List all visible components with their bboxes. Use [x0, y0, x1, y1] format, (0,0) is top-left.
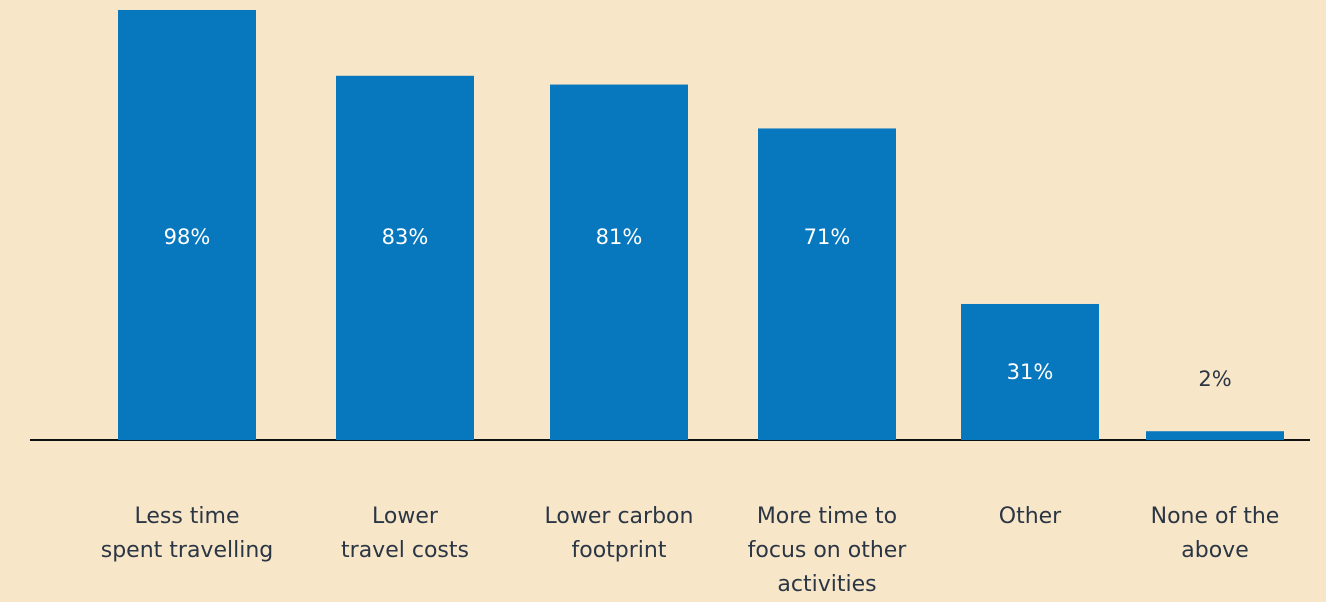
bar — [118, 9, 256, 440]
x-tick-label: Other — [998, 504, 1062, 529]
x-tick-label: Lower travel costs — [341, 504, 469, 563]
x-tick-label: Lower carbon footprint — [544, 504, 694, 563]
value-label: 2% — [1198, 367, 1232, 392]
bar — [336, 75, 474, 441]
x-tick-label: Less time spent travelling — [100, 504, 274, 563]
bar — [1146, 431, 1284, 440]
bar — [758, 128, 896, 440]
value-label: 98% — [163, 225, 211, 249]
x-tick-label: None of the above — [1150, 504, 1280, 563]
value-label: 71% — [803, 225, 851, 249]
value-label: 81% — [595, 225, 643, 249]
bar — [961, 303, 1099, 440]
bar — [550, 84, 688, 441]
value-label: 31% — [1006, 359, 1054, 384]
value-label: 83% — [381, 225, 429, 249]
x-tick-label: More time to focus on other activities — [747, 504, 907, 597]
